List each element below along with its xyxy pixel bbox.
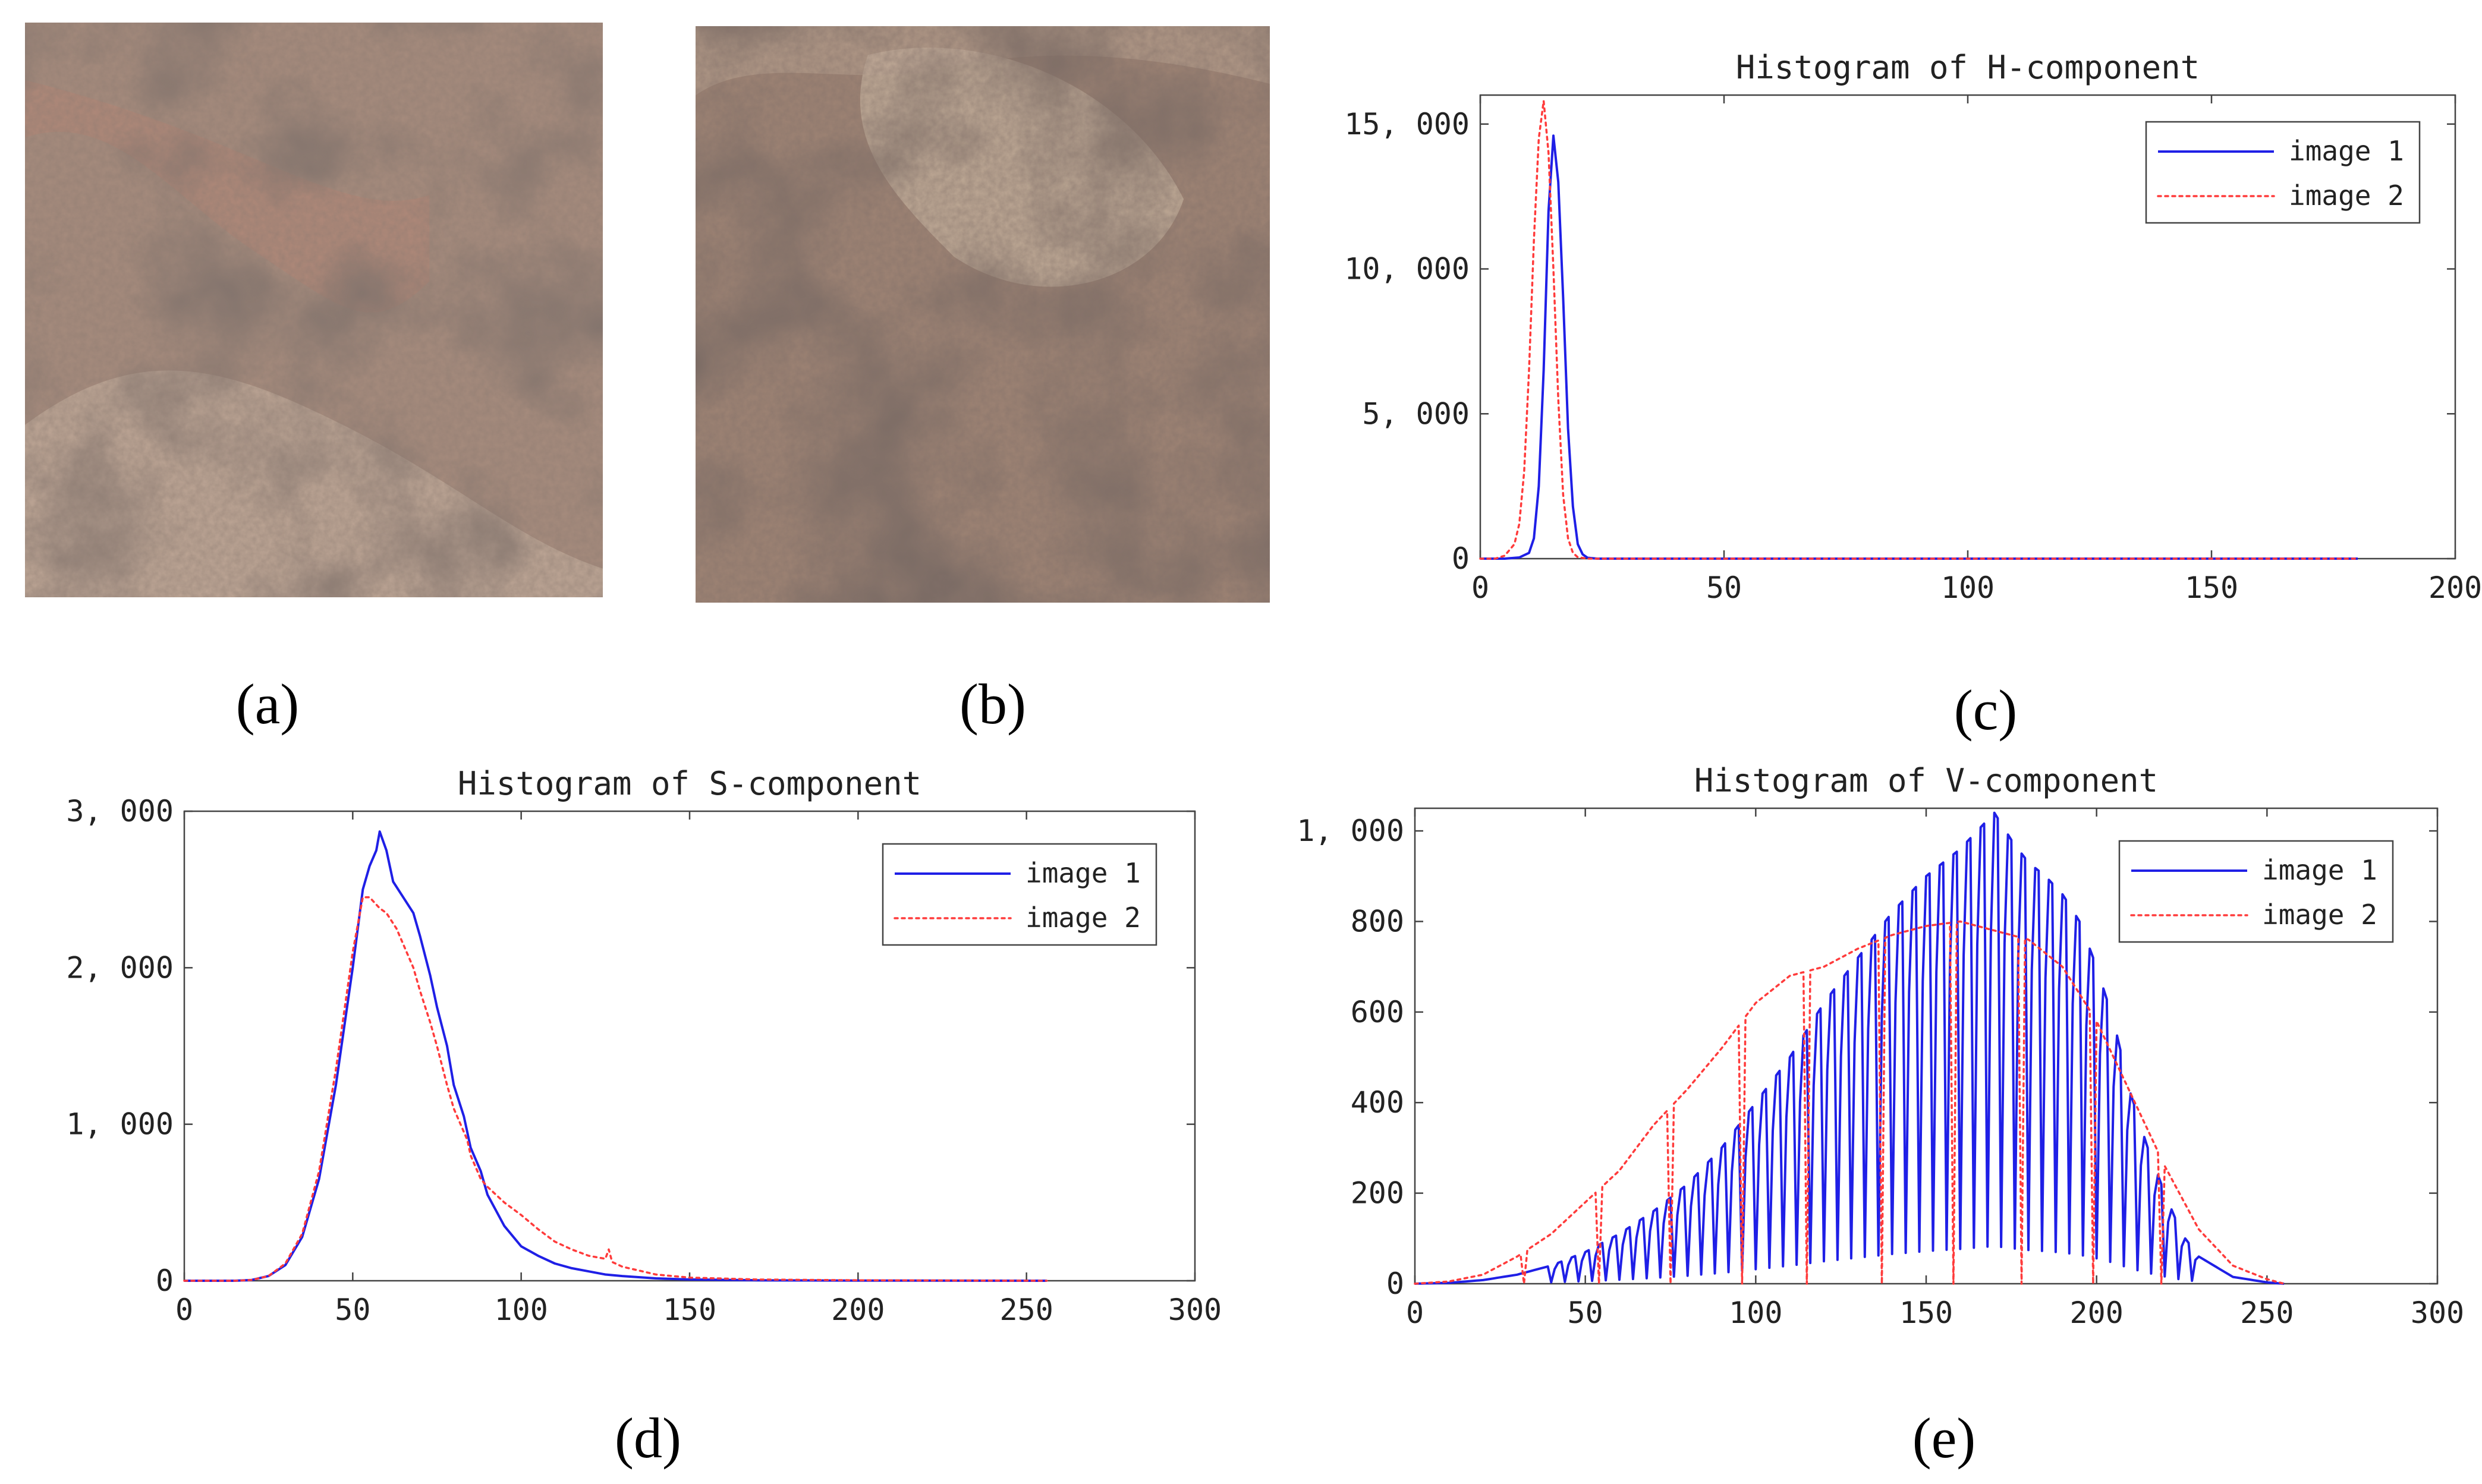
panel-label-a: (a) bbox=[235, 672, 300, 736]
series-line-image-1 bbox=[1480, 134, 2358, 560]
panel-label-d: (d) bbox=[615, 1406, 681, 1470]
series-line-image-2 bbox=[1414, 920, 2285, 1285]
x-tick-label: 250 bbox=[1000, 1293, 1053, 1327]
x-tick-label: 300 bbox=[2411, 1296, 2464, 1330]
legend-label-image-1: image 1 bbox=[1025, 857, 1141, 889]
legend-label-image-2: image 2 bbox=[2289, 179, 2404, 212]
chart-title: Histogram of V-component bbox=[1694, 762, 2158, 799]
x-tick-label: 100 bbox=[1729, 1296, 1782, 1330]
series-line-image-2 bbox=[183, 896, 1048, 1282]
v-histogram-chart: Histogram of V-component 0 50 100 150 200 250 3… bbox=[1297, 762, 2464, 1330]
y-tick-label: 10, 000 bbox=[1344, 252, 1470, 286]
s-histogram-chart: Histogram of S-component 0 50 100 150 200 250 3… bbox=[66, 765, 1222, 1327]
y-tick-label: 200 bbox=[1351, 1176, 1404, 1211]
y-tick-label: 0 bbox=[156, 1264, 174, 1298]
x-tick-label: 150 bbox=[663, 1293, 716, 1327]
x-tick-label: 200 bbox=[2428, 571, 2482, 605]
x-tick-label: 50 bbox=[1568, 1296, 1603, 1330]
legend-box bbox=[2118, 840, 2394, 943]
series-line-image-1 bbox=[184, 830, 1047, 1282]
legend-box bbox=[882, 843, 1157, 946]
x-tick-label: 100 bbox=[495, 1293, 548, 1327]
x-tick-label: 150 bbox=[1899, 1296, 1953, 1330]
soil-photo-a bbox=[25, 23, 603, 597]
chart-title: Histogram of S-component bbox=[458, 765, 921, 802]
y-tick-label: 800 bbox=[1351, 904, 1404, 938]
soil-photo-b bbox=[696, 26, 1270, 603]
y-tick-label: 400 bbox=[1351, 1085, 1404, 1120]
x-tick-label: 250 bbox=[2240, 1296, 2294, 1330]
x-tick-label: 50 bbox=[1706, 571, 1742, 605]
y-tick-label: 1, 000 bbox=[1297, 814, 1404, 848]
legend-label-image-2: image 2 bbox=[2262, 899, 2377, 931]
y-tick-label: 1, 000 bbox=[66, 1107, 174, 1142]
legend-label-image-1: image 1 bbox=[2289, 135, 2404, 167]
x-tick-label: 0 bbox=[175, 1293, 193, 1327]
y-tick-label: 0 bbox=[1386, 1266, 1404, 1301]
legend-box bbox=[2145, 121, 2421, 224]
x-tick-label: 300 bbox=[1168, 1293, 1222, 1327]
panel-label-b: (b) bbox=[960, 672, 1026, 736]
chart-title: Histogram of H-component bbox=[1736, 49, 2200, 86]
y-tick-label: 2, 000 bbox=[66, 950, 174, 985]
x-tick-label: 150 bbox=[2185, 571, 2238, 605]
y-tick-label: 600 bbox=[1351, 995, 1404, 1029]
legend-label-image-1: image 1 bbox=[2262, 854, 2377, 886]
y-tick-label: 5, 000 bbox=[1362, 396, 1470, 431]
y-tick-label: 15, 000 bbox=[1344, 107, 1470, 141]
panel-label-e: (e) bbox=[1912, 1406, 1976, 1470]
x-tick-label: 200 bbox=[831, 1293, 885, 1327]
x-tick-label: 0 bbox=[1471, 571, 1489, 605]
x-tick-label: 200 bbox=[2070, 1296, 2124, 1330]
y-tick-label: 3, 000 bbox=[66, 794, 174, 828]
x-tick-label: 0 bbox=[1406, 1296, 1424, 1330]
x-tick-label: 100 bbox=[1941, 571, 1995, 605]
series-line-image-1 bbox=[1414, 811, 2285, 1285]
y-tick-label: 0 bbox=[1452, 541, 1470, 576]
series-line-image-2 bbox=[1479, 100, 2359, 560]
panel-label-c: (c) bbox=[1953, 678, 2018, 742]
x-tick-label: 50 bbox=[335, 1293, 370, 1327]
h-histogram-chart: Histogram of H-component 0 50 100 150 200 0 5, … bbox=[1344, 49, 2482, 605]
soil-texture-b bbox=[696, 26, 1270, 603]
soil-texture-a bbox=[25, 23, 603, 597]
legend-label-image-2: image 2 bbox=[1025, 902, 1141, 934]
